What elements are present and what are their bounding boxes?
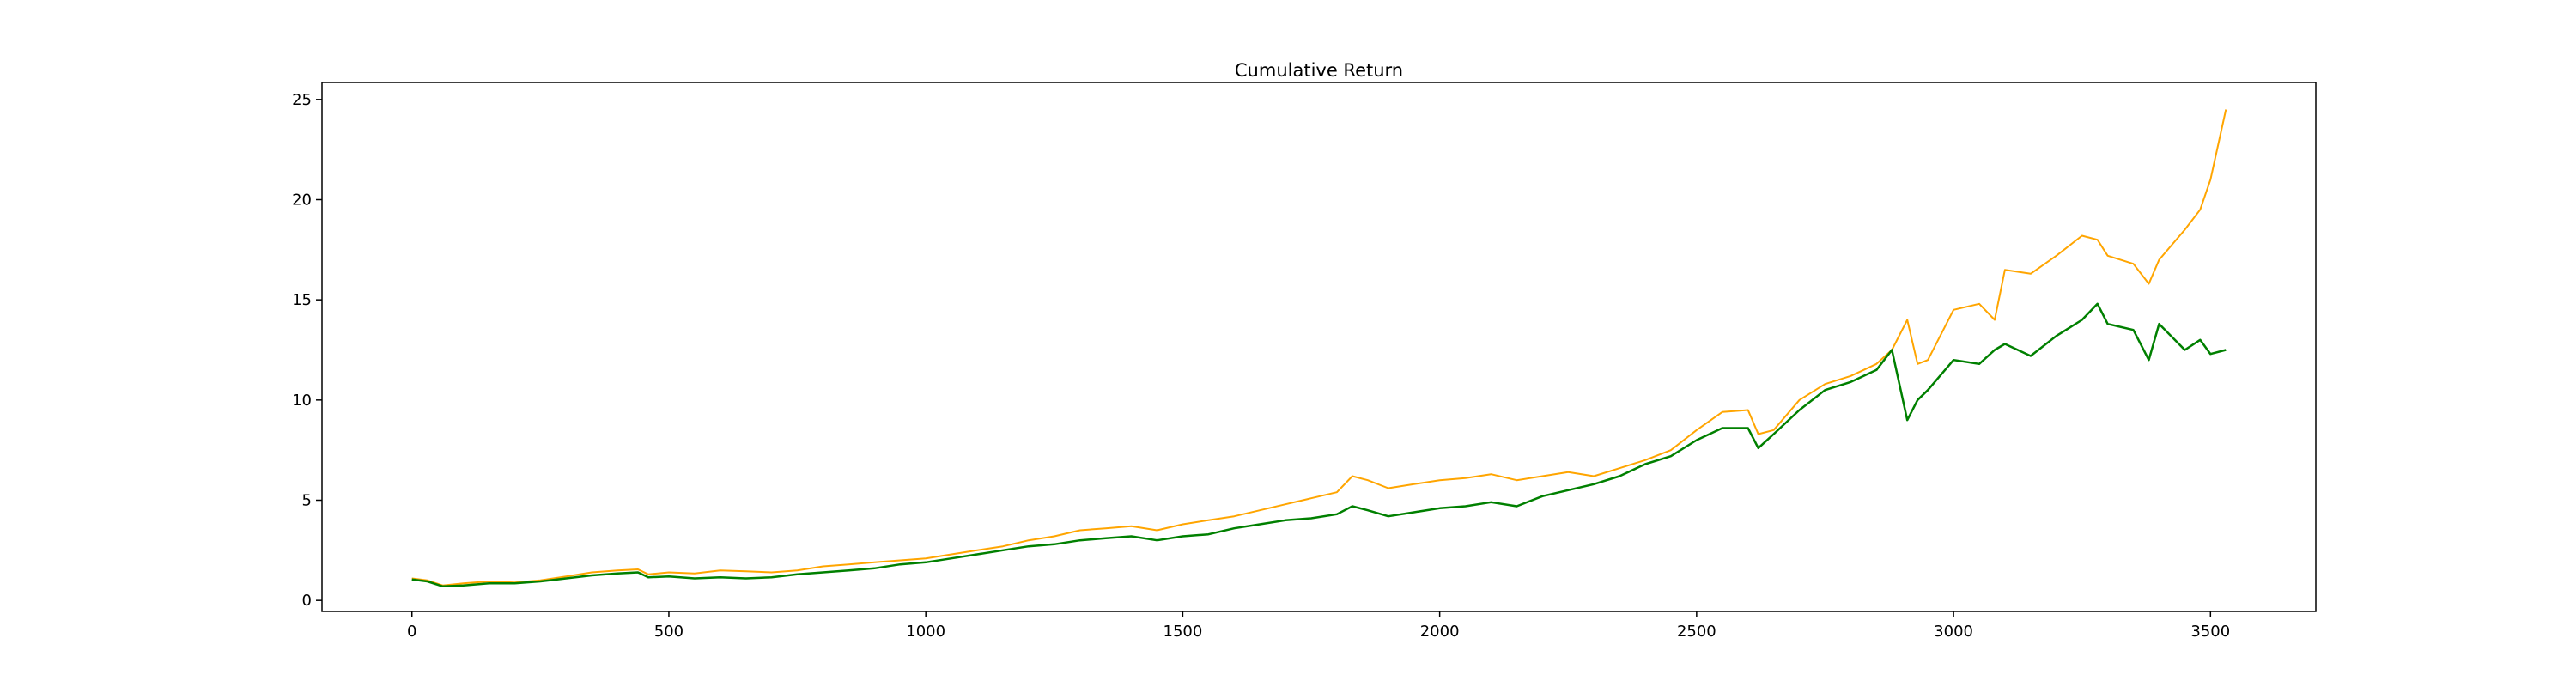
x-tick-label: 1000 <box>906 623 945 641</box>
x-tick-label: 3500 <box>2190 623 2230 641</box>
chart-title: Cumulative Return <box>1235 60 1403 81</box>
x-tick-label: 1500 <box>1163 623 1203 641</box>
x-axis-ticks: 0 500 1000 1500 2000 2500 3000 3500 <box>407 611 2230 641</box>
y-tick-label: 0 <box>302 592 312 610</box>
y-tick-label: 15 <box>292 291 312 309</box>
series-layer <box>411 109 2227 588</box>
orange-series-line <box>411 109 2227 587</box>
y-tick-label: 25 <box>292 91 312 109</box>
x-tick-label: 0 <box>407 623 416 641</box>
y-tick-label: 20 <box>292 192 312 210</box>
x-tick-label: 3000 <box>1934 623 1973 641</box>
x-tick-label: 2000 <box>1420 623 1460 641</box>
y-tick-label: 10 <box>292 392 312 410</box>
green-series-line <box>411 302 2227 588</box>
x-tick-label: 2500 <box>1677 623 1716 641</box>
x-tick-label: 500 <box>654 623 683 641</box>
y-axis-ticks: 0 5 10 15 20 25 <box>292 91 322 610</box>
plot-area-frame <box>321 82 2317 612</box>
y-tick-label: 5 <box>302 492 312 510</box>
